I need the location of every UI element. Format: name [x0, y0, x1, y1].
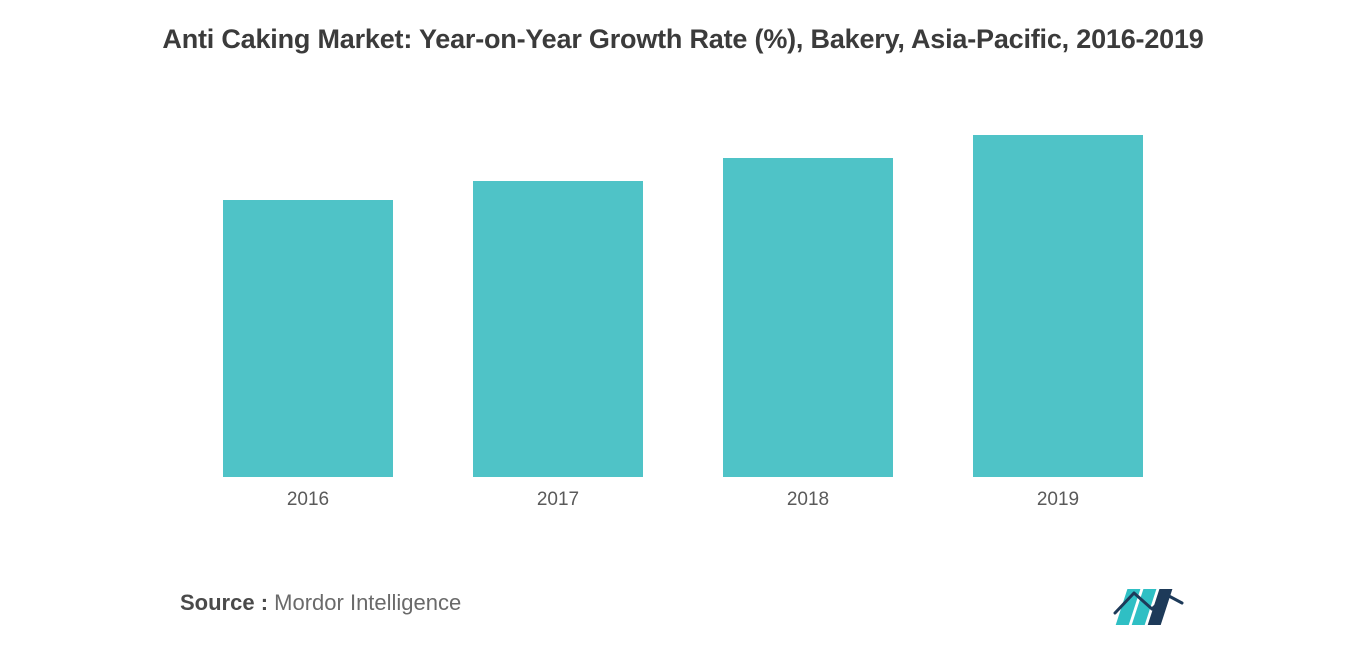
bar-group-3: 2019	[973, 135, 1143, 511]
chart-title: Anti Caking Market: Year-on-Year Growth …	[60, 24, 1306, 55]
bar-1	[473, 181, 643, 477]
source-label: Source :	[180, 590, 268, 615]
mordor-logo-icon	[1112, 581, 1186, 625]
source-value: Mordor Intelligence	[274, 590, 461, 615]
chart-footer: Source : Mordor Intelligence	[60, 581, 1306, 625]
bar-2	[723, 158, 893, 477]
chart-container: Anti Caking Market: Year-on-Year Growth …	[0, 0, 1366, 655]
chart-plot-area: 2016 2017 2018 2019	[60, 95, 1306, 521]
bar-group-1: 2017	[473, 181, 643, 511]
source-attribution: Source : Mordor Intelligence	[180, 590, 461, 616]
bar-label-3: 2019	[1037, 489, 1079, 511]
bar-0	[223, 200, 393, 478]
bar-3	[973, 135, 1143, 477]
bar-label-1: 2017	[537, 489, 579, 511]
bar-group-0: 2016	[223, 200, 393, 512]
bar-label-0: 2016	[287, 489, 329, 511]
bar-label-2: 2018	[787, 489, 829, 511]
bar-group-2: 2018	[723, 158, 893, 511]
